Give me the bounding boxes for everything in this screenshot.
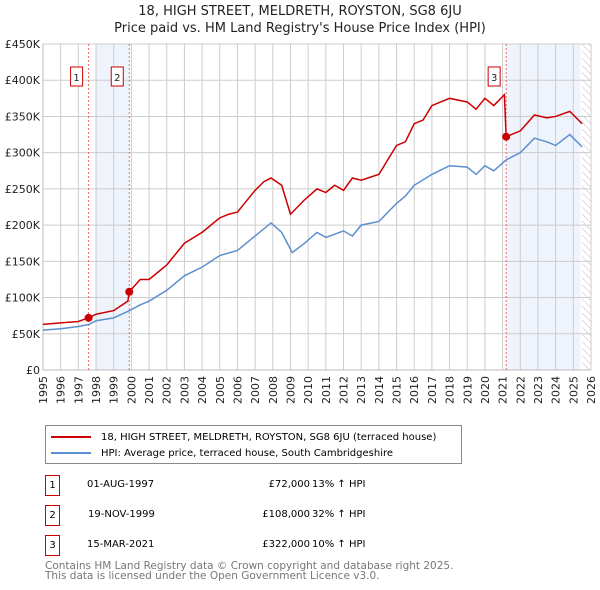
x-tick-label: 2010 bbox=[302, 376, 315, 404]
sale-date: 15-MAR-2021 bbox=[87, 539, 155, 550]
sale-label: 2 bbox=[114, 73, 120, 84]
y-tick-label: £450K bbox=[5, 38, 41, 51]
sale-hpi: 32% ↑ HPI bbox=[312, 509, 366, 520]
sale-date: 01-AUG-1997 bbox=[87, 479, 155, 490]
x-tick-label: 2020 bbox=[479, 376, 492, 404]
forecast-hatch bbox=[582, 44, 591, 370]
x-tick-label: 1999 bbox=[108, 376, 121, 404]
x-tick-label: 2022 bbox=[514, 376, 527, 404]
x-tick-label: 2014 bbox=[373, 376, 386, 404]
sale-label-box bbox=[487, 66, 501, 87]
chart-title: 18, HIGH STREET, MELDRETH, ROYSTON, SG8 … bbox=[138, 4, 462, 19]
sale-point bbox=[502, 132, 511, 141]
x-tick-label: 2018 bbox=[444, 376, 457, 404]
x-tick-label: 2006 bbox=[231, 376, 244, 404]
x-tick-label: 2000 bbox=[125, 376, 138, 404]
sale-label-box bbox=[110, 66, 124, 87]
sale-label-box bbox=[70, 66, 84, 87]
sale-label: 1 bbox=[73, 73, 79, 84]
x-tick-label: 2007 bbox=[249, 376, 262, 404]
x-tick-label: 2019 bbox=[461, 376, 474, 404]
plot-area: 1995 1996 1997 1998 1999 2000 2001 2002 2003 2004… bbox=[5, 38, 598, 404]
x-tick-label: 2015 bbox=[391, 376, 404, 404]
sale-row: 1 01-AUG-1997 £72,000 13% ↑ HPI bbox=[45, 475, 445, 496]
x-tick-label: 2003 bbox=[178, 376, 191, 404]
y-tick-label: £100K bbox=[5, 292, 41, 305]
sale-price: £72,000 bbox=[268, 479, 310, 490]
x-tick-label: 2023 bbox=[532, 376, 545, 404]
attribution-line: Contains HM Land Registry data © Crown c… bbox=[45, 560, 454, 572]
x-tick-label: 1998 bbox=[90, 376, 103, 404]
y-tick-label: £50K bbox=[12, 328, 41, 341]
license-line: This data is licensed under the Open Gov… bbox=[45, 570, 380, 582]
sale-price: £108,000 bbox=[262, 509, 310, 520]
y-tick-label: £300K bbox=[5, 147, 41, 160]
x-tick-label: 2017 bbox=[426, 376, 439, 404]
chart-subtitle: Price paid vs. HM Land Registry's House … bbox=[114, 21, 486, 36]
sale-hpi: 10% ↑ HPI bbox=[312, 539, 366, 550]
x-tick-label: 2012 bbox=[338, 376, 351, 404]
x-tick-label: 2013 bbox=[355, 376, 368, 404]
x-tick-label: 2011 bbox=[320, 376, 333, 404]
legend-label-property: 18, HIGH STREET, MELDRETH, ROYSTON, SG8 … bbox=[101, 431, 437, 443]
x-tick-label: 2021 bbox=[497, 376, 510, 404]
x-tick-label: 2009 bbox=[284, 376, 297, 404]
y-tick-label: £200K bbox=[5, 219, 41, 232]
sale-row: 2 19-NOV-1999 £108,000 32% ↑ HPI bbox=[45, 505, 445, 526]
x-tick-label: 2002 bbox=[161, 376, 174, 404]
sale-row: 3 15-MAR-2021 £322,000 10% ↑ HPI bbox=[45, 535, 445, 556]
y-tick-label: £250K bbox=[5, 183, 41, 196]
y-tick-label: £350K bbox=[5, 110, 41, 123]
y-tick-label: £0 bbox=[26, 364, 40, 377]
shaded-period bbox=[96, 44, 130, 370]
x-tick-label: 1997 bbox=[72, 376, 85, 404]
sale-price: £322,000 bbox=[262, 539, 310, 550]
price-paid-line bbox=[42, 92, 583, 326]
legend: 18, HIGH STREET, MELDRETH, ROYSTON, SG8 … bbox=[45, 425, 462, 464]
sale-badge: 3 bbox=[45, 535, 60, 556]
y-tick-label: £150K bbox=[5, 255, 41, 268]
x-tick-label: 2004 bbox=[196, 376, 209, 404]
x-tick-label: 1996 bbox=[55, 376, 68, 404]
x-tick-label: 2001 bbox=[143, 376, 156, 404]
sale-label: 3 bbox=[491, 73, 497, 84]
x-tick-label: 2016 bbox=[408, 376, 421, 404]
attribution: Contains HM Land Registry data © Crown c… bbox=[45, 560, 454, 582]
x-tick-label: 2005 bbox=[214, 376, 227, 404]
x-tick-label: 2024 bbox=[550, 376, 563, 404]
sale-badge: 1 bbox=[45, 475, 60, 496]
x-tick-label: 2026 bbox=[585, 376, 598, 404]
x-tick-label: 2025 bbox=[567, 376, 580, 404]
sale-badge: 2 bbox=[45, 505, 60, 526]
sale-date: 19-NOV-1999 bbox=[88, 509, 155, 520]
legend-swatch-property bbox=[51, 436, 91, 438]
sale-point bbox=[125, 287, 134, 296]
x-tick-label: 2008 bbox=[267, 376, 280, 404]
x-tick-label: 1995 bbox=[37, 376, 50, 404]
y-tick-label: £400K bbox=[5, 74, 41, 87]
legend-label-hpi: HPI: Average price, terraced house, Sout… bbox=[101, 447, 394, 459]
shaded-period bbox=[506, 44, 581, 370]
sale-hpi: 13% ↑ HPI bbox=[312, 479, 366, 490]
sale-point bbox=[84, 313, 93, 322]
hpi-line bbox=[42, 133, 583, 331]
legend-swatch-hpi bbox=[51, 452, 91, 454]
